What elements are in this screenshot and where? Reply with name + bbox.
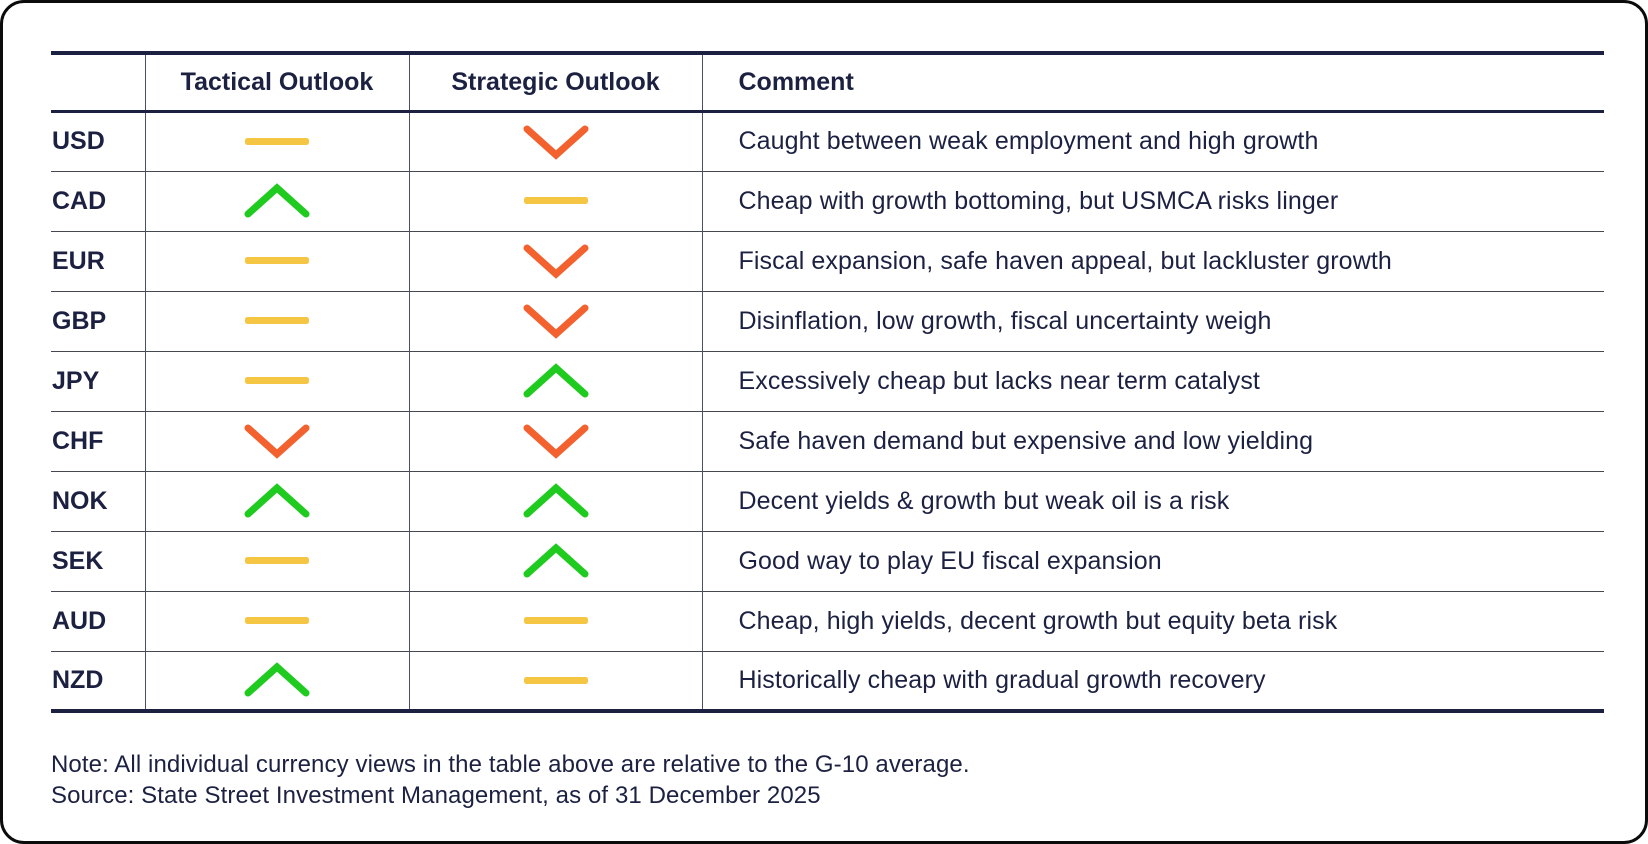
currency-code: EUR: [51, 231, 146, 291]
tactical-outlook-cell: [145, 651, 410, 711]
tactical-outlook-cell: [145, 351, 410, 411]
chevron-up-icon: [244, 662, 310, 697]
chevron-up-icon: [244, 183, 310, 218]
note-text: Note: All individual currency views in t…: [51, 751, 970, 778]
comment-text: Safe haven demand but expensive and low …: [738, 426, 1314, 455]
tactical-outlook-cell: [145, 111, 410, 171]
dash-icon: [523, 676, 588, 684]
table-row: GBP Disinflation, low growth, fiscal unce…: [51, 291, 1604, 351]
comment-text: Fiscal expansion, safe haven appeal, but…: [738, 246, 1392, 275]
strategic-outlook-cell: [409, 171, 703, 231]
table-body: USD Caught between weak employment and hi…: [51, 111, 1604, 711]
comment-text: Excessively cheap but lacks near term ca…: [738, 366, 1260, 395]
strategic-outlook-cell: [409, 351, 703, 411]
chevron-down-icon: [523, 125, 588, 160]
currency-code: NOK: [51, 471, 146, 531]
tactical-outlook-cell: [145, 411, 410, 471]
tactical-outlook-cell: [145, 171, 410, 231]
chevron-up-icon: [523, 363, 588, 398]
tactical-outlook-cell: [145, 291, 410, 351]
currency-code: NZD: [51, 651, 146, 711]
comment-text: Good way to play EU fiscal expansion: [738, 546, 1162, 575]
currency-outlook-table: Tactical Outlook Strategic Outlook Comme…: [51, 51, 1604, 713]
currency-code: CHF: [51, 411, 146, 471]
strategic-outlook-cell: [409, 231, 703, 291]
dash-icon: [245, 377, 309, 385]
chevron-up-icon: [523, 543, 588, 578]
tactical-outlook-cell: [145, 591, 410, 651]
chevron-up-icon: [523, 483, 588, 518]
header-tactical-outlook: Tactical Outlook: [145, 53, 410, 111]
header-strategic-outlook: Strategic Outlook: [409, 53, 703, 111]
source-text: Source: State Street Investment Manageme…: [51, 782, 821, 809]
strategic-outlook-cell: [409, 411, 703, 471]
currency-code: CAD: [51, 171, 146, 231]
currency-code: USD: [51, 111, 146, 171]
tactical-outlook-cell: [145, 231, 410, 291]
table-row: SEK Good way to play EU fiscal expansion: [51, 531, 1604, 591]
tactical-outlook-cell: [145, 531, 410, 591]
table-row: AUD Cheap, high yields, decent growth but…: [51, 591, 1604, 651]
footnotes: Note: All individual currency views in t…: [51, 749, 1604, 811]
currency-code: SEK: [51, 531, 146, 591]
chevron-up-icon: [244, 483, 310, 518]
tactical-outlook-cell: [145, 471, 410, 531]
strategic-outlook-cell: [409, 651, 703, 711]
comment-text: Caught between weak employment and high …: [738, 127, 1319, 155]
header-row: Tactical Outlook Strategic Outlook Comme…: [51, 53, 1604, 111]
chevron-down-icon: [244, 424, 310, 459]
dash-icon: [245, 317, 309, 325]
dash-icon: [523, 617, 588, 625]
strategic-outlook-cell: [409, 291, 703, 351]
comment-text: Decent yields & growth but weak oil is a…: [738, 486, 1230, 515]
table-row: JPY Excessively cheap but lacks near term…: [51, 351, 1604, 411]
dash-icon: [245, 557, 309, 565]
header-comment: Comment: [738, 67, 854, 96]
chevron-down-icon: [523, 244, 588, 279]
strategic-outlook-cell: [409, 111, 703, 171]
chevron-down-icon: [523, 304, 588, 339]
strategic-outlook-cell: [409, 471, 703, 531]
currency-code: JPY: [51, 351, 146, 411]
table-row: USD Caught between weak employment and hi…: [51, 111, 1604, 171]
table-row: EUR Fiscal expansion, safe haven appeal, …: [51, 231, 1604, 291]
comment-text: Cheap with growth bottoming, but USMCA r…: [738, 186, 1339, 215]
dash-icon: [523, 197, 588, 205]
dash-icon: [245, 257, 309, 265]
table-header: Tactical Outlook Strategic Outlook Comme…: [51, 53, 1604, 111]
header-currency: [51, 53, 146, 111]
dash-icon: [245, 617, 309, 625]
chevron-down-icon: [523, 424, 588, 459]
table-row: NOK Decent yields & growth but weak oil i…: [51, 471, 1604, 531]
strategic-outlook-cell: [409, 531, 703, 591]
table-row: CHF Safe haven demand but expensive and l…: [51, 411, 1604, 471]
table-row: NZD Historically cheap with gradual growt…: [51, 651, 1604, 711]
strategic-outlook-cell: [409, 591, 703, 651]
currency-outlook-figure: Tactical Outlook Strategic Outlook Comme…: [51, 51, 1604, 811]
table-row: CAD Cheap with growth bottoming, but USMC…: [51, 171, 1604, 231]
comment-text: Cheap, high yields, decent growth but eq…: [738, 606, 1338, 635]
comment-text: Disinflation, low growth, fiscal uncerta…: [738, 306, 1272, 335]
currency-code: GBP: [51, 291, 146, 351]
dash-icon: [245, 137, 309, 145]
comment-text: Historically cheap with gradual growth r…: [738, 665, 1266, 694]
currency-code: AUD: [51, 591, 146, 651]
